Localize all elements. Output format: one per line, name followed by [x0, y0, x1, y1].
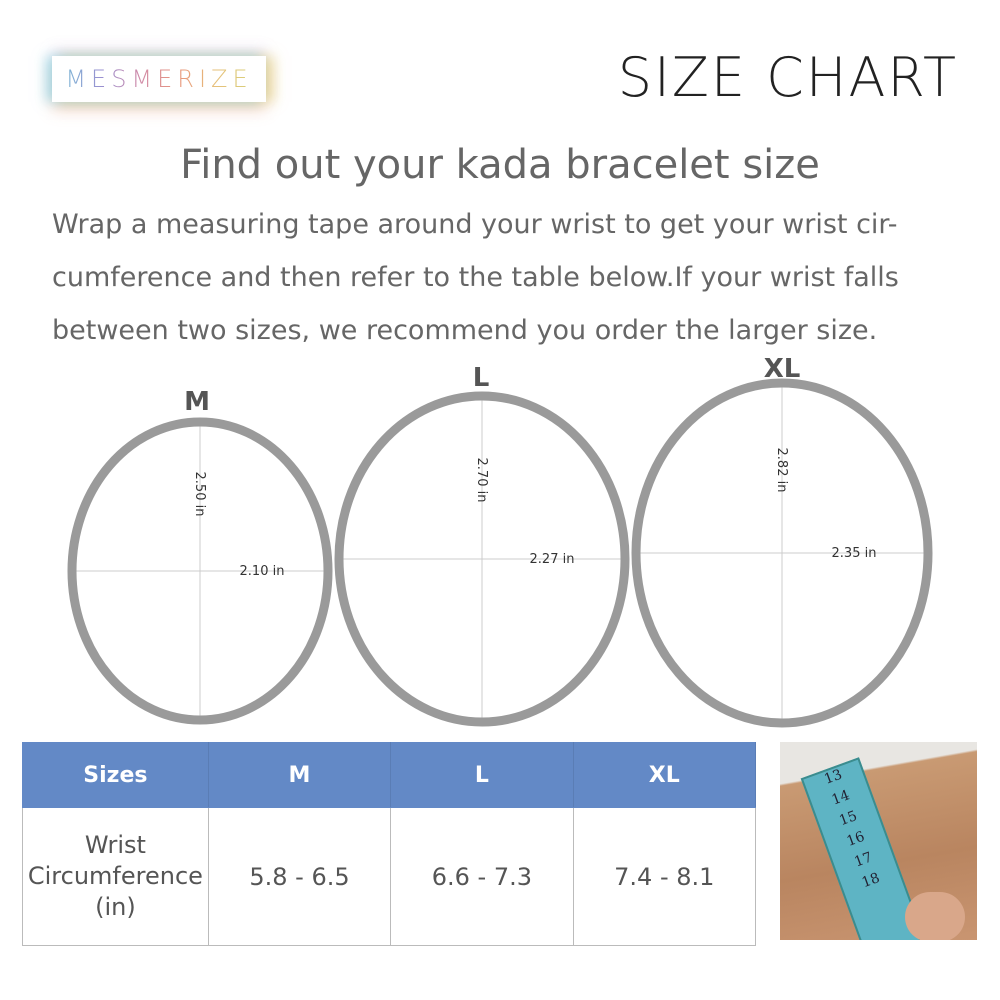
ring-l: L 2.27 in 2.70 in [334, 363, 630, 727]
logo-text: MESMERIZE [65, 65, 253, 93]
heading: Find out your kada bracelet size [180, 142, 820, 188]
ring-diagrams: M 2.10 in 2.50 in L 2.27 in 2.70 in XL 2… [67, 354, 933, 728]
ring-size-label: L [473, 363, 490, 393]
value-cell: 5.8 - 6.5 [207, 807, 392, 946]
value-cell: 6.6 - 7.3 [390, 807, 574, 946]
ring-height-label: 2.82 in [774, 448, 789, 493]
description-line: between two sizes, we recommend you orde… [52, 315, 878, 346]
table-header-row: Sizes M L XL [22, 742, 757, 808]
ring-width-label: 2.27 in [530, 552, 575, 567]
row-label-line: Circumference [27, 862, 203, 890]
ring-width-label: 2.35 in [832, 546, 877, 561]
ring-size-label: XL [764, 354, 801, 384]
size-table: Sizes M L XL Wrist Circumference (in) 5.… [22, 742, 757, 946]
header-cell: M [207, 742, 392, 808]
row-label-line: Wrist [84, 831, 146, 859]
description-line: Wrap a measuring tape around your wrist … [52, 209, 898, 240]
header-cell: Sizes [22, 742, 209, 808]
header-cell: XL [572, 742, 757, 808]
ring-m: M 2.10 in 2.50 in [67, 387, 333, 725]
header-cell: L [390, 742, 574, 808]
value-cell: 7.4 - 8.1 [572, 807, 757, 946]
ring-height-label: 2.50 in [192, 472, 207, 517]
description: Wrap a measuring tape around your wrist … [52, 198, 962, 357]
thumb [905, 892, 965, 940]
ring-width-label: 2.10 in [240, 564, 285, 579]
ring-size-label: M [184, 387, 210, 417]
ring-height-label: 2.70 in [474, 458, 489, 503]
row-label-line: (in) [95, 893, 136, 921]
page-title: SIZE CHART [617, 46, 958, 109]
description-line: cumference and then refer to the table b… [52, 262, 899, 293]
row-label: Wrist Circumference (in) [22, 807, 209, 946]
wrist-measuring-photo: 13 14 15 16 17 18 [780, 742, 977, 940]
table-row: Wrist Circumference (in) 5.8 - 6.5 6.6 -… [22, 807, 757, 946]
brand-logo: MESMERIZE [52, 56, 266, 102]
ring-xl: XL 2.35 in 2.82 in [631, 354, 933, 728]
